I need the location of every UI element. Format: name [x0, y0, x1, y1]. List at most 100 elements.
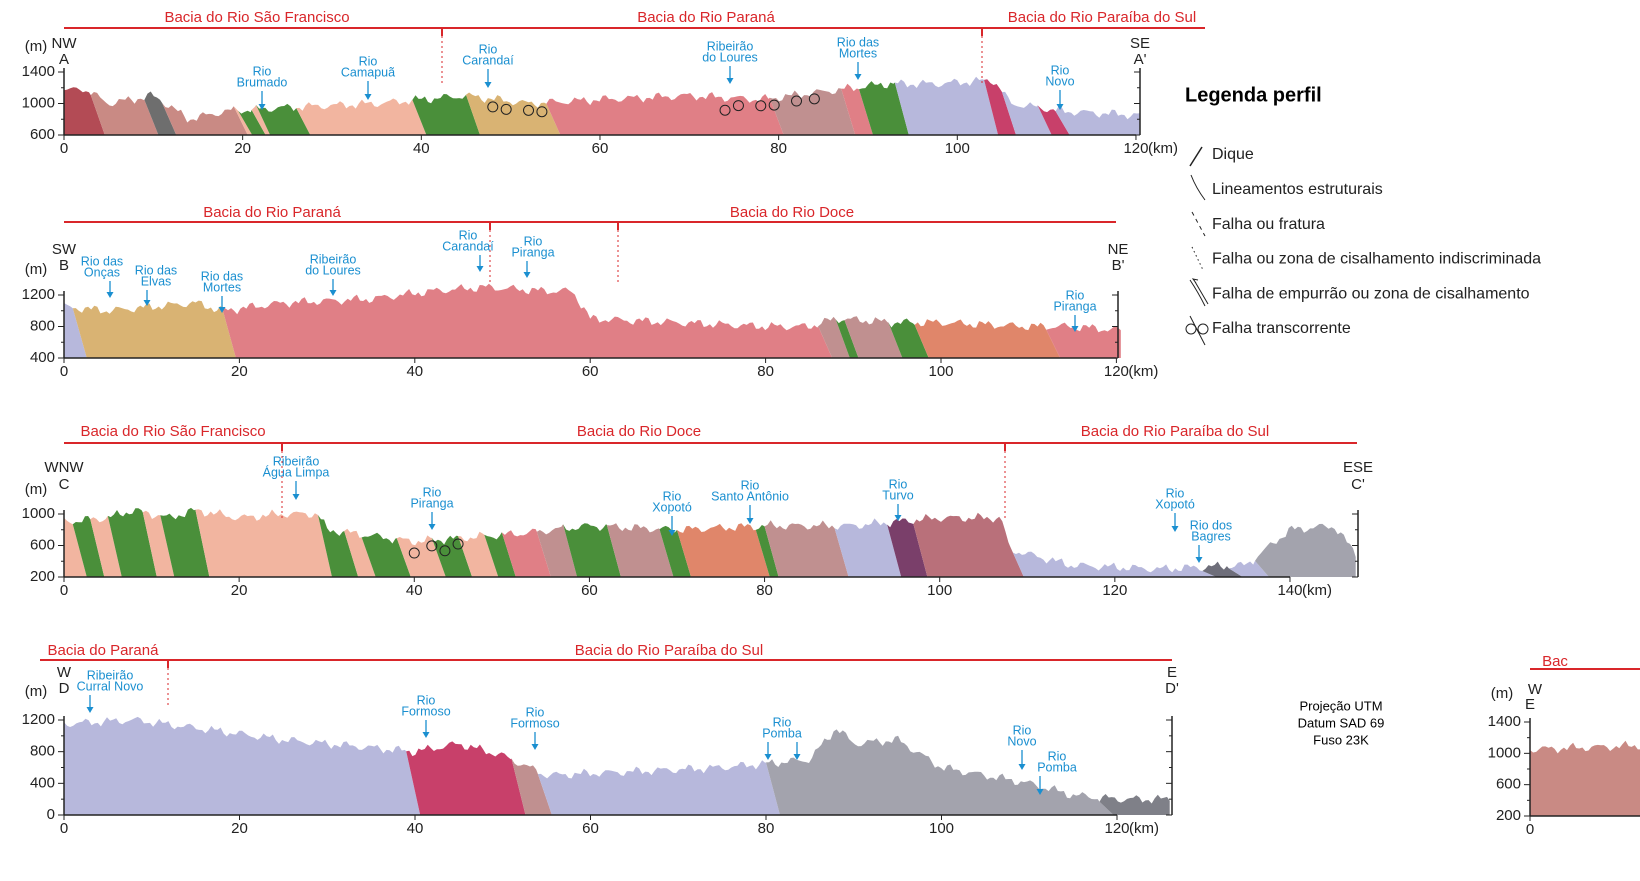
- river-arrow-head: [476, 266, 484, 272]
- y-tick-label: 200: [1496, 807, 1521, 824]
- fault-symbol: [536, 106, 548, 118]
- terrain-unit: [64, 303, 87, 358]
- river-label: Onças: [84, 265, 120, 279]
- river-arrow-head: [1195, 557, 1203, 563]
- terrain-unit: [501, 528, 551, 577]
- river-label: Rio das: [837, 35, 879, 49]
- projection-line: Datum SAD 69: [1298, 715, 1385, 730]
- river-label: Pomba: [1037, 760, 1077, 774]
- terrain-unit: [888, 318, 929, 358]
- x-tick-label: 40: [413, 140, 430, 157]
- terrain-unit: [859, 81, 909, 135]
- river-arrow-head: [1036, 789, 1044, 795]
- legend-item: Lineamentos estruturais: [1212, 181, 1383, 198]
- fault-symbol: [732, 100, 744, 112]
- river-arrow-head: [764, 754, 772, 760]
- river-label: Rio: [1051, 63, 1070, 77]
- river-label: Santo Antônio: [711, 489, 789, 503]
- x-tick-label: 120: [1104, 363, 1129, 380]
- terrain-unit: [606, 523, 674, 577]
- river-label: Turvo: [882, 488, 914, 502]
- end-direction: SE: [1130, 35, 1150, 52]
- profile: Bac 0 200 600 1000 1400 WE (m): [1488, 653, 1640, 838]
- river-label: Ribeirão: [87, 668, 134, 682]
- terrain-unit: [677, 523, 770, 577]
- terrain-unit: [1202, 561, 1243, 577]
- basin-label: Bacia do Rio Paraíba do Sul: [575, 642, 763, 659]
- basin-label: Bacia do Rio São Francisco: [164, 9, 349, 26]
- legend-item: Dique: [1212, 146, 1254, 163]
- end-label: D': [1165, 680, 1179, 697]
- basin-label: Bacia do Rio Paraná: [203, 204, 341, 221]
- legend-item: Falha de empurrão ou zona de cisalhament…: [1212, 285, 1530, 302]
- x-tick-label: 40: [406, 363, 423, 380]
- y-tick-label: 600: [30, 126, 55, 143]
- start-label: D: [59, 680, 70, 697]
- river-arrow-head: [106, 292, 114, 298]
- terrain-unit: [251, 105, 271, 135]
- river-arrow-head: [1071, 326, 1079, 332]
- terrain-unit: [406, 741, 526, 815]
- terrain-unit: [90, 92, 159, 135]
- x-tick-label: 100: [929, 820, 954, 837]
- fault-symbol: [523, 104, 535, 116]
- terrain-unit: [72, 516, 105, 577]
- river-label: Elvas: [141, 274, 172, 288]
- y-unit: (m): [25, 683, 48, 700]
- terrain-unit: [458, 531, 499, 577]
- river-arrow-head: [258, 104, 266, 110]
- x-tick-label: 100: [928, 363, 953, 380]
- y-tick-label: 200: [30, 568, 55, 585]
- river-label: Camapuã: [341, 65, 395, 79]
- river-arrow-head: [428, 524, 436, 530]
- terrain-unit: [318, 515, 359, 577]
- start-label: A: [59, 51, 69, 68]
- basin-label: Bacia do Rio Doce: [730, 204, 854, 221]
- river-label: Rio: [1048, 749, 1067, 763]
- legend-icon: [1191, 211, 1206, 237]
- end-label: B': [1112, 257, 1125, 274]
- river-label: Carandaí: [442, 239, 494, 253]
- river-label: Rio: [1166, 486, 1185, 500]
- basin-label: Bacia do Rio Paraná: [637, 9, 775, 26]
- river-label: Rio: [663, 489, 682, 503]
- river-label: Piranga: [1053, 299, 1096, 313]
- river-label: Piranga: [410, 496, 453, 510]
- terrain-unit: [984, 79, 1016, 135]
- terrain-unit: [162, 103, 248, 135]
- terrain-unit: [659, 525, 691, 577]
- river-label: Rio: [1013, 723, 1032, 737]
- terrain-unit: [64, 87, 105, 135]
- terrain-unit: [563, 523, 621, 577]
- start-direction: NW: [52, 35, 78, 52]
- terrain-unit: [142, 510, 175, 577]
- end-label: C': [1351, 476, 1365, 493]
- y-tick-label: 1200: [22, 286, 55, 303]
- legend-item: Falha ou zona de cisalhamento indiscrimi…: [1212, 251, 1541, 268]
- fault-symbol: [439, 545, 451, 557]
- profile: Bacia do Rio São Francisco Bacia do Rio P…: [22, 9, 1205, 157]
- terrain-unit: [431, 535, 473, 577]
- terrain-unit: [1530, 740, 1640, 816]
- x-tick-label: 0: [60, 820, 68, 837]
- x-tick-label: 120: [1123, 140, 1148, 157]
- river-arrow-head: [218, 307, 226, 313]
- legend-icon: [1189, 315, 1206, 346]
- x-tick-label: 80: [756, 582, 773, 599]
- y-tick-label: 1200: [22, 711, 55, 728]
- river-label: Rio: [479, 42, 498, 56]
- terrain-unit: [1099, 794, 1170, 815]
- start-label: E: [1525, 696, 1535, 713]
- legend: Legenda perfil: [1185, 84, 1322, 346]
- x-tick-label: 140: [1277, 582, 1302, 599]
- fault-symbol: [719, 104, 731, 116]
- river-label: Mortes: [203, 280, 241, 294]
- river-arrow-head: [531, 744, 539, 750]
- river-label: Água Limpa: [263, 464, 330, 479]
- projection-line: Projeção UTM: [1299, 698, 1382, 713]
- profile: Bacia do Paraná Bacia do Rio Paraíba do S…: [22, 642, 1179, 837]
- river-label: Rio: [359, 54, 378, 68]
- end-direction: E: [1167, 664, 1177, 681]
- end-direction: NE: [1108, 241, 1129, 258]
- river-label: Novo: [1045, 74, 1074, 88]
